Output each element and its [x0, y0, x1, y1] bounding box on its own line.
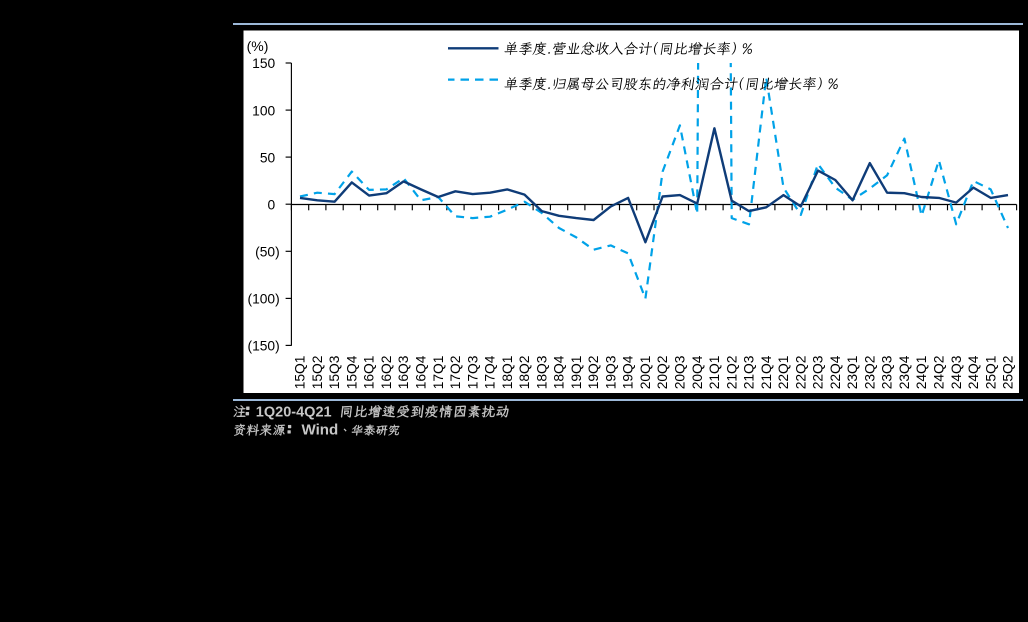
svg-text:18Q4: 18Q4	[552, 355, 567, 389]
svg-text:20Q3: 20Q3	[673, 355, 688, 389]
svg-text:18Q2: 18Q2	[517, 356, 532, 390]
svg-text:100: 100	[252, 103, 275, 118]
svg-text:23Q2: 23Q2	[862, 356, 877, 390]
svg-text:21Q2: 21Q2	[724, 356, 739, 390]
svg-text:17Q1: 17Q1	[431, 356, 446, 390]
svg-text:23Q4: 23Q4	[897, 355, 912, 389]
svg-text:23Q1: 23Q1	[845, 356, 860, 390]
svg-text:21Q1: 21Q1	[707, 356, 722, 390]
svg-text:21Q3: 21Q3	[742, 355, 757, 389]
svg-text:(50): (50)	[255, 245, 280, 260]
svg-text:24Q1: 24Q1	[914, 356, 929, 390]
svg-text:Wind: Wind	[302, 421, 339, 438]
svg-text:20Q1: 20Q1	[638, 356, 653, 390]
svg-text:(100): (100)	[247, 292, 279, 307]
svg-text:24Q4: 24Q4	[966, 355, 981, 389]
svg-text:25Q1: 25Q1	[983, 356, 998, 390]
svg-text:23Q3: 23Q3	[880, 355, 895, 389]
svg-text:24Q3: 24Q3	[949, 355, 964, 389]
svg-text:16Q4: 16Q4	[414, 355, 429, 389]
svg-text:15Q2: 15Q2	[310, 356, 325, 390]
svg-text:16Q1: 16Q1	[362, 356, 377, 390]
svg-text:16Q2: 16Q2	[379, 356, 394, 390]
svg-text:24Q2: 24Q2	[932, 356, 947, 390]
svg-text:1Q20-4Q21: 1Q20-4Q21	[256, 404, 332, 420]
svg-text:22Q1: 22Q1	[776, 356, 791, 390]
svg-text:21Q4: 21Q4	[759, 355, 774, 389]
svg-text:22Q4: 22Q4	[828, 355, 843, 389]
svg-text:19Q1: 19Q1	[569, 356, 584, 390]
svg-text:22Q2: 22Q2	[793, 356, 808, 390]
svg-text:17Q2: 17Q2	[448, 356, 463, 390]
svg-text:18Q3: 18Q3	[534, 355, 549, 389]
svg-text:19Q4: 19Q4	[621, 355, 636, 389]
svg-text:150: 150	[252, 56, 275, 71]
svg-text:(150): (150)	[247, 339, 279, 354]
svg-text:20Q4: 20Q4	[690, 355, 705, 389]
svg-text:17Q4: 17Q4	[483, 355, 498, 389]
svg-text:0: 0	[268, 198, 276, 213]
svg-text:25Q2: 25Q2	[1001, 356, 1016, 390]
svg-text:17Q3: 17Q3	[465, 355, 480, 389]
svg-text:16Q3: 16Q3	[396, 355, 411, 389]
svg-text:15Q1: 15Q1	[293, 356, 308, 390]
svg-text:15Q4: 15Q4	[344, 355, 359, 389]
svg-text:(%): (%)	[247, 38, 269, 54]
svg-text:22Q3: 22Q3	[811, 355, 826, 389]
svg-text:15Q3: 15Q3	[327, 355, 342, 389]
svg-text:18Q1: 18Q1	[500, 356, 515, 390]
svg-text:19Q3: 19Q3	[603, 355, 618, 389]
svg-text:19Q2: 19Q2	[586, 356, 601, 390]
svg-text:20Q2: 20Q2	[655, 356, 670, 390]
svg-text:50: 50	[260, 150, 276, 165]
